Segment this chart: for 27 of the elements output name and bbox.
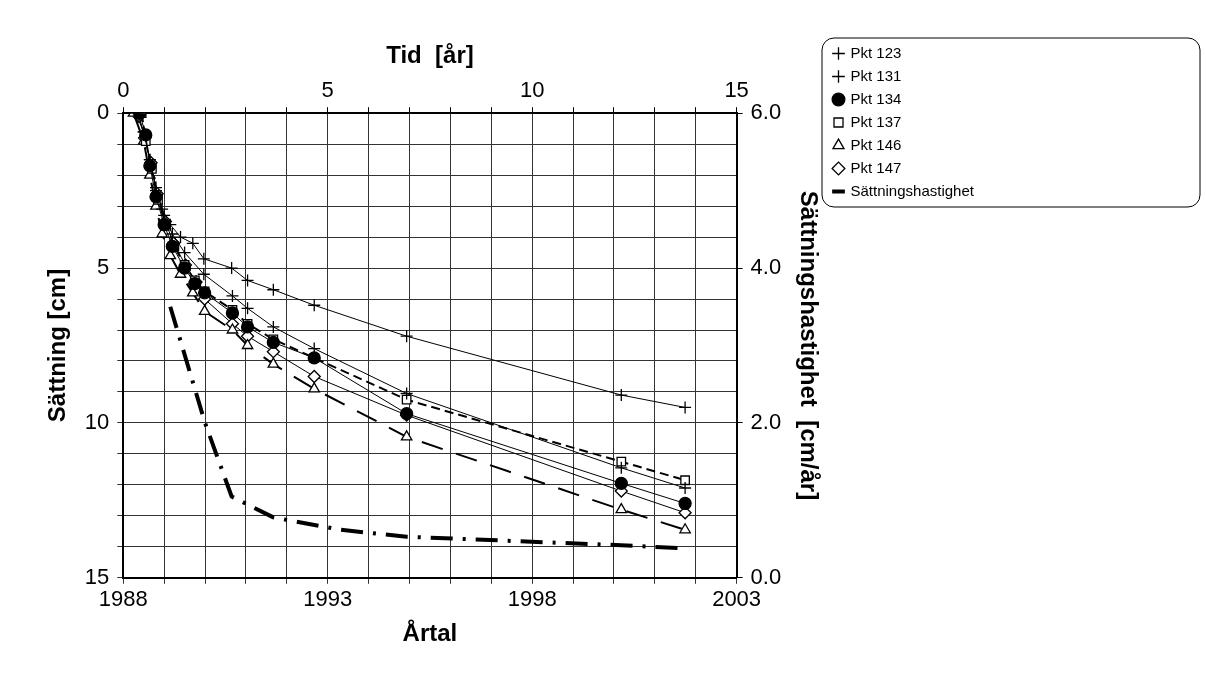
legend-label: Pkt 131 <box>850 66 902 84</box>
y-axis-title: Sättning [cm] <box>43 268 71 423</box>
y2-tick-label: 0.0 <box>750 563 782 589</box>
y2-tick-label: 4.0 <box>750 254 782 280</box>
y-tick-label: 5 <box>97 254 110 280</box>
legend-label: Pkt 123 <box>850 43 902 61</box>
legend-label: Pkt 146 <box>850 135 902 153</box>
x2-tick-label: 5 <box>321 77 334 103</box>
y-tick-label: 10 <box>84 409 110 434</box>
y2-axis-title: Sättningshastighet [cm/år] <box>795 190 823 501</box>
x2-tick-label: 0 <box>117 77 130 103</box>
x2-tick-label: 10 <box>519 77 545 103</box>
x2-tick-label: 15 <box>724 77 749 103</box>
y-tick-label: 0 <box>97 99 110 125</box>
x-tick-label: 1993 <box>303 586 353 612</box>
legend-label: Pkt 137 <box>850 112 902 130</box>
x-tick-label: 2003 <box>712 586 762 612</box>
x2-axis-title: Tid [år] <box>386 41 474 69</box>
legend-label: Pkt 147 <box>850 158 902 176</box>
y2-tick-label: 2.0 <box>750 409 782 434</box>
y2-tick-label: 6.0 <box>750 99 782 125</box>
x-tick-label: 1998 <box>507 586 557 612</box>
x-axis-title: Årtal <box>402 619 458 647</box>
legend-label: Sättningshastighet <box>850 181 975 199</box>
x-tick-label: 1988 <box>98 586 148 612</box>
legend-label: Pkt 134 <box>850 89 902 107</box>
y-tick-label: 15 <box>84 563 110 589</box>
